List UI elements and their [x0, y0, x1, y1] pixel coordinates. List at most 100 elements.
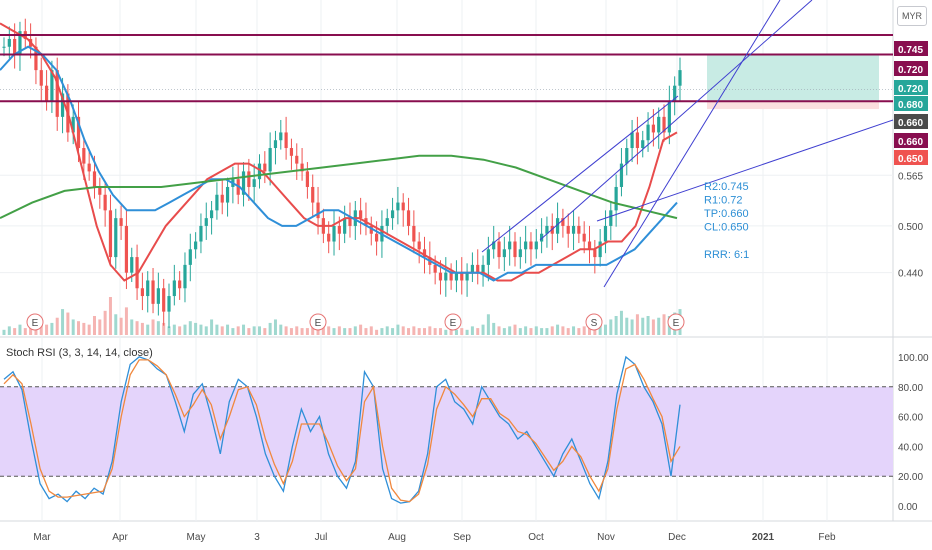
volume-bar — [167, 326, 171, 335]
candle-body — [162, 288, 166, 312]
volume-bar — [103, 310, 107, 335]
event-marker-label: S — [591, 318, 598, 329]
candle-body — [178, 280, 182, 289]
volume-bar — [300, 328, 304, 335]
volume-bar — [550, 326, 554, 335]
volume-bar — [614, 316, 618, 335]
volume-bar — [87, 324, 91, 335]
candle-body — [673, 85, 677, 102]
volume-bar — [18, 324, 22, 335]
volume-bar — [449, 328, 453, 335]
price-tag-box — [894, 80, 928, 95]
volume-bar — [582, 326, 586, 335]
volume-bar — [263, 328, 267, 335]
candle-body — [481, 264, 485, 273]
volume-bar — [412, 326, 416, 335]
time-tick: Jul — [315, 532, 328, 543]
candle-body — [151, 280, 155, 304]
candle-body — [204, 218, 208, 226]
volume-bar — [135, 321, 139, 335]
volume-bar — [364, 328, 368, 335]
volume-bar — [438, 328, 442, 335]
target-zone — [707, 54, 879, 102]
stoch-tick: 0.00 — [898, 502, 918, 513]
volume-bar — [534, 326, 538, 335]
candle-body — [140, 288, 144, 297]
volume-bar — [460, 328, 464, 335]
time-tick: Mar — [33, 532, 51, 543]
candle-body — [422, 249, 427, 258]
volume-bar — [124, 307, 128, 335]
time-tick: Nov — [597, 532, 615, 543]
volume-bar — [119, 317, 123, 335]
price-tag: 0.680 — [898, 100, 923, 111]
stoch-tick: 100.00 — [898, 353, 929, 364]
time-tick: Dec — [668, 532, 686, 543]
volume-bar — [178, 326, 182, 335]
volume-bar — [492, 322, 496, 335]
volume-bar — [369, 326, 373, 335]
candle-body — [92, 171, 97, 187]
candle-body — [359, 210, 363, 219]
event-marker-label: E — [32, 318, 39, 329]
volume-bar — [343, 328, 347, 335]
volume-bar — [194, 322, 198, 335]
volume-bar — [279, 324, 283, 335]
volume-bar — [598, 321, 602, 335]
candle-body — [268, 148, 272, 172]
volume-bar — [305, 328, 309, 335]
candle-body — [571, 225, 576, 234]
candle-body — [103, 194, 107, 211]
time-axis: Mar Apr May 3 Jul Aug Sep Oct Nov Dec 2021 Feb — [33, 532, 836, 543]
volume-bar — [268, 322, 272, 335]
volume-bar — [215, 324, 219, 335]
volume-bar — [183, 324, 187, 335]
price-tag: 0.745 — [898, 45, 923, 56]
volume-bar — [140, 322, 144, 335]
candle-body — [225, 186, 230, 203]
candle-body — [39, 70, 43, 86]
volume-bar — [646, 316, 650, 335]
trade-note: TP:0.660 — [704, 208, 749, 220]
volume-bar — [77, 321, 81, 335]
volume-bar — [55, 317, 59, 335]
candle-body — [433, 264, 437, 273]
event-marker-label: E — [450, 318, 457, 329]
volume-bar — [2, 329, 6, 335]
resistance-levels — [0, 34, 893, 103]
candle-body — [172, 280, 176, 297]
event-marker — [667, 313, 685, 331]
candle-body — [316, 202, 320, 219]
candle-body — [657, 116, 661, 133]
candle-body — [130, 257, 134, 273]
volume-bar — [407, 328, 411, 335]
time-tick: Aug — [388, 532, 406, 543]
candle-body — [194, 241, 198, 250]
stoch-line — [3, 359, 681, 503]
volume-bar — [609, 319, 613, 335]
volume-bar — [423, 328, 427, 335]
candle-body — [396, 202, 400, 211]
volume-bar — [391, 328, 395, 335]
candle-body — [119, 218, 123, 226]
currency-button[interactable]: MYR — [897, 6, 927, 26]
price-tag-box — [894, 61, 928, 76]
trendline-channel — [481, 95, 679, 253]
volume-bar — [359, 324, 363, 335]
volume-bar — [401, 326, 405, 335]
candle-body — [13, 38, 17, 55]
volume-bar — [316, 326, 320, 335]
moving-average-line — [0, 22, 678, 282]
volume-bar — [337, 326, 341, 335]
candle-body — [508, 241, 512, 250]
volume-bar — [220, 326, 224, 335]
volume-bar — [156, 321, 160, 335]
volume-bar — [508, 326, 512, 335]
volume-bar — [465, 329, 469, 335]
candle-body — [295, 155, 299, 164]
stoch-rsi-pane — [0, 355, 893, 504]
volume-bar — [513, 324, 517, 335]
volume-bar — [375, 329, 379, 335]
